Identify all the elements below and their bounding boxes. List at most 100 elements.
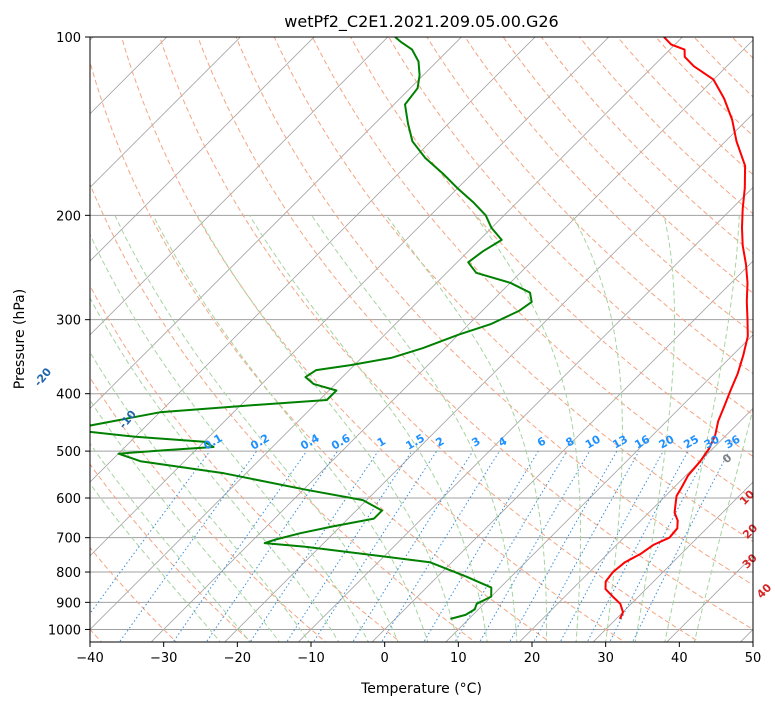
dry-adiabat (90, 60, 551, 642)
x-tick-label: −10 (297, 651, 324, 666)
dry-adiabat (540, 37, 753, 254)
moist-adiabat (90, 442, 251, 642)
dry-adiabat (90, 284, 402, 642)
dry-adiabat (197, 37, 753, 630)
x-tick-label: 0 (381, 651, 389, 666)
mixing-ratio-line (118, 450, 258, 642)
line-label: 16 (632, 432, 652, 451)
y-tick-label: 1000 (48, 623, 81, 638)
isotherm-line (739, 628, 753, 642)
x-tick-label: −20 (224, 651, 251, 666)
dry-adiabat (273, 37, 753, 543)
x-tick-label: 40 (671, 651, 688, 666)
moist-adiabat (152, 215, 429, 642)
isotherm-line (518, 407, 753, 642)
line-label: 20 (657, 432, 677, 451)
x-tick-label: −40 (76, 651, 103, 666)
isotherm-line (90, 37, 536, 483)
dry-adiabat (578, 37, 753, 215)
dry-adiabat (350, 37, 753, 458)
sounding-lines (90, 37, 749, 620)
line-label: 20 (740, 521, 760, 541)
line-label: 0.4 (298, 431, 322, 452)
background-lines (90, 24, 775, 645)
y-tick-label: 800 (56, 566, 81, 581)
moist-adiabat (385, 215, 548, 642)
moist-adiabat (90, 296, 340, 642)
dry-adiabat (121, 37, 626, 642)
chart-title: wetPf2_C2E1.2021.209.05.00.G26 (284, 12, 558, 32)
line-label: 1 (375, 435, 388, 450)
isotherm-line (297, 186, 753, 642)
mixing-ratio-line (454, 450, 568, 642)
y-tick-label: 100 (56, 31, 81, 46)
series-line-temperature (604, 37, 749, 620)
isotherm-line (371, 260, 753, 642)
moist-adiabat (664, 215, 740, 642)
moist-adiabat (196, 215, 459, 642)
moist-adiabat (90, 399, 281, 642)
dry-adiabat (235, 37, 753, 586)
x-tick-label: 30 (597, 651, 614, 666)
y-axis-title: Pressure (hPa) (12, 289, 28, 389)
mixing-ratio-line (312, 450, 438, 642)
y-tick-label: 600 (56, 492, 81, 507)
dry-adiabat (311, 37, 753, 500)
mixing-ratio-line (632, 450, 730, 642)
mixing-ratio-line (90, 450, 211, 615)
mixing-ratio-line (352, 450, 474, 642)
isotherm-line (666, 555, 753, 642)
dry-adiabat (693, 37, 753, 98)
line-label: 0.2 (248, 432, 271, 453)
isotherm-line (90, 37, 463, 410)
x-axis-title: Temperature (°C) (360, 681, 482, 697)
dry-adiabat (388, 37, 753, 416)
line-label: 25 (681, 433, 701, 452)
mixing-ratio-line (172, 450, 308, 642)
y-tick-label: 200 (56, 209, 81, 224)
dry-adiabat (90, 546, 178, 642)
x-tick-label: −30 (150, 651, 177, 666)
dry-adiabat (426, 37, 753, 375)
mixing-ratio-line (249, 450, 379, 642)
dry-adiabat (90, 463, 252, 642)
isotherm-line (90, 37, 684, 631)
y-tick-label: 700 (56, 532, 81, 547)
line-label: 0.1 (201, 432, 224, 453)
dry-adiabat (655, 37, 753, 137)
x-tick-label: 20 (524, 651, 541, 666)
mixing-ratio-line (609, 450, 709, 642)
mixing-ratio-line (559, 450, 664, 642)
line-label: 30 (740, 551, 760, 571)
moist-adiabat (90, 482, 221, 642)
moist-adiabat (249, 215, 488, 642)
isotherm-line (90, 37, 610, 557)
isotherm-line (445, 334, 753, 642)
plot-frame (89, 36, 754, 643)
dry-adiabat (464, 37, 753, 334)
line-label: 10 (583, 432, 603, 451)
dry-adiabat (159, 37, 701, 642)
isotherm-line (90, 37, 389, 336)
y-tick-label: 500 (56, 445, 81, 460)
axes: −40 −30 −20 −10 0 10 20 30 40 5010009008007006005… (48, 31, 761, 666)
moist-adiabat (474, 215, 581, 642)
moist-adiabat (90, 233, 369, 642)
line-label: 1.5 (403, 432, 426, 453)
mixing-ratio-line (381, 450, 500, 642)
dry-adiabat (757, 24, 775, 645)
x-tick-label: 10 (450, 651, 467, 666)
isotherm-line (592, 481, 753, 642)
x-tick-label: 50 (745, 651, 762, 666)
moist-adiabat (571, 215, 623, 642)
line-label: -10 (116, 408, 139, 432)
dry-adiabat (90, 183, 476, 642)
series-line-dewpoint (90, 37, 533, 620)
line-label: 40 (754, 581, 774, 601)
isotherm-line (224, 113, 753, 642)
moist-adiabat (90, 351, 310, 642)
line-label: 13 (610, 433, 630, 452)
mixing-ratio-line (286, 450, 413, 642)
y-tick-label: 300 (56, 314, 81, 329)
